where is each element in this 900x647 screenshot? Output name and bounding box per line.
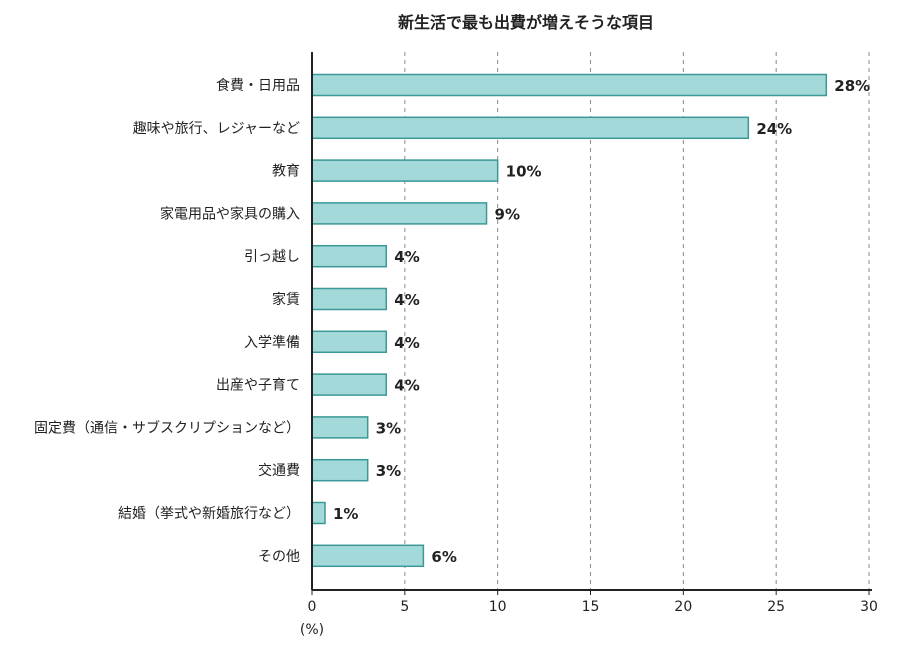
x-tick-label: 30 <box>860 599 878 615</box>
bar <box>311 330 388 354</box>
bar <box>311 202 488 225</box>
bar <box>311 73 828 97</box>
category-label: 交通費 <box>258 462 300 479</box>
category-label: その他 <box>258 549 300 565</box>
data-label: 4% <box>394 248 419 266</box>
bar <box>311 501 326 525</box>
data-label: 3% <box>376 419 401 437</box>
data-label: 4% <box>394 291 419 309</box>
x-tick-label: 5 <box>400 599 409 615</box>
chart-title: 新生活で最も出費が増えそうな項目 <box>398 13 654 32</box>
category-label: 結婚（挙式や新婚旅行など） <box>118 506 300 522</box>
data-label: 3% <box>376 462 401 480</box>
x-tick-label: 0 <box>308 599 317 615</box>
category-label: 家賃 <box>272 291 300 308</box>
bar <box>311 458 369 482</box>
x-tick-label: 25 <box>767 599 785 615</box>
category-label: 教育 <box>272 164 300 180</box>
x-tick-label: 15 <box>582 599 600 615</box>
data-label: 1% <box>333 505 358 523</box>
bar <box>311 116 750 140</box>
x-axis-label: (%) <box>300 622 324 638</box>
category-label: 食費・日用品 <box>216 77 300 94</box>
bar <box>311 244 388 268</box>
category-label: 引っ越し <box>244 249 300 265</box>
category-label: 出産や子育て <box>216 378 300 394</box>
category-label: 趣味や旅行、レジャーなど <box>133 121 300 137</box>
data-label: 9% <box>495 205 520 223</box>
bar <box>311 544 425 568</box>
bar <box>311 373 388 396</box>
bar <box>311 416 369 439</box>
bar <box>311 159 499 182</box>
data-label: 4% <box>394 334 419 352</box>
category-label: 固定費（通信・サブスクリプションなど） <box>34 419 300 436</box>
data-label: 6% <box>431 548 456 566</box>
category-label: 家電用品や家具の購入 <box>160 205 300 222</box>
data-label: 4% <box>394 377 419 395</box>
data-label: 10% <box>506 163 542 181</box>
x-tick-label: 20 <box>674 599 692 615</box>
category-label: 入学準備 <box>244 335 300 351</box>
bar <box>311 287 388 311</box>
x-tick-label: 10 <box>489 599 507 615</box>
data-label: 24% <box>756 120 792 138</box>
data-label: 28% <box>834 77 870 95</box>
